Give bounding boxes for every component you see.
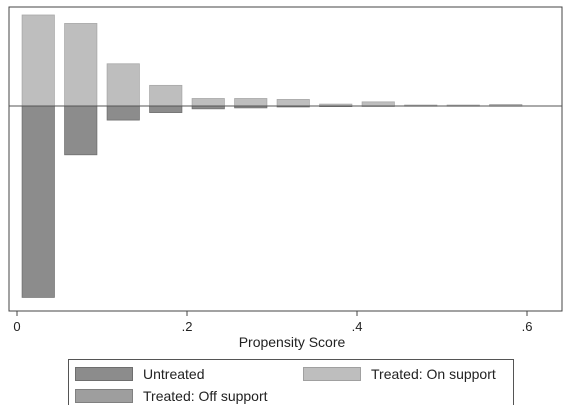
x-axis-ticks: 0 .2 .4 .6	[13, 311, 532, 334]
bar-treated-on-support-1	[64, 23, 98, 107]
bar-untreated-1	[64, 105, 98, 156]
legend-label-treated-off-support: Treated: Off support	[143, 388, 268, 404]
legend-swatch-treated-on-support	[303, 367, 361, 381]
bar-treated-on-support-8	[361, 101, 395, 107]
legend-swatch-untreated	[75, 367, 133, 381]
legend-item-untreated: Untreated	[75, 365, 204, 383]
plot-frame	[8, 6, 563, 312]
histogram-chart: 0 .2 .4 .6 Propensity Score	[8, 6, 563, 350]
x-tick-label-1: .2	[182, 319, 193, 334]
bar-untreated-3	[149, 105, 183, 113]
bar-treated-on-support-2	[106, 63, 140, 107]
legend-swatch-treated-off-support	[75, 389, 133, 403]
x-axis-title: Propensity Score	[239, 334, 346, 350]
bar-treated-on-support-0	[21, 14, 55, 107]
bar-treated-on-support-3	[149, 84, 183, 107]
x-tick-label-2: .4	[352, 319, 363, 334]
legend-item-treated-on-support: Treated: On support	[303, 365, 496, 383]
legend-label-untreated: Untreated	[143, 366, 205, 382]
bar-untreated-2	[106, 105, 140, 121]
legend-item-treated-off-support: Treated: Off support	[75, 387, 268, 405]
x-tick-label-3: .6	[522, 319, 533, 334]
bar-treated-on-support-4	[191, 98, 225, 107]
legend-label-treated-on-support: Treated: On support	[371, 366, 496, 382]
x-tick-label-0: 0	[13, 319, 20, 334]
bar-untreated-0	[21, 105, 55, 298]
bar-treated-on-support-6	[276, 99, 310, 107]
legend: Untreated Treated: On support Treated: O…	[68, 359, 514, 405]
bar-treated-on-support-5	[234, 98, 268, 107]
